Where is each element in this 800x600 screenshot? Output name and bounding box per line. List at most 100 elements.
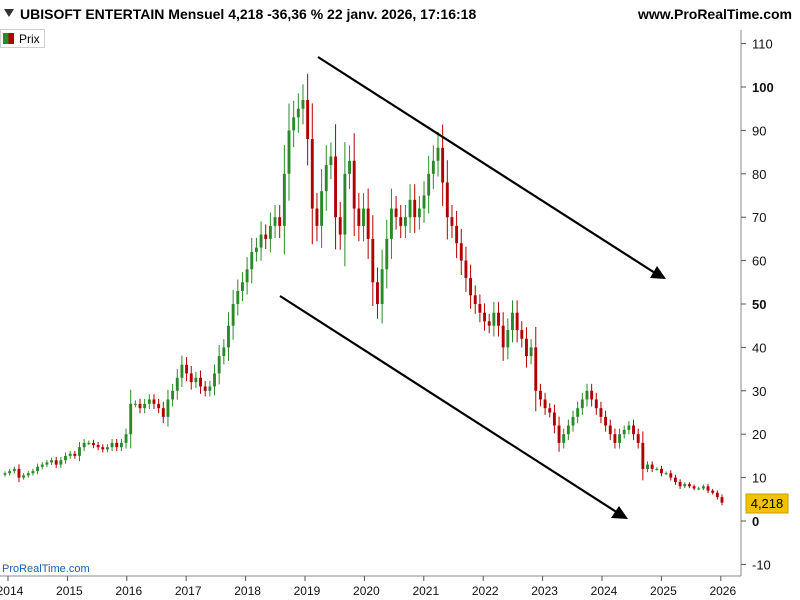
x-tick-label: 2021 — [412, 584, 439, 598]
candle-body — [175, 377, 179, 391]
candle — [68, 450, 72, 459]
candle — [585, 383, 589, 407]
candle-body — [543, 399, 547, 409]
candle-body — [720, 497, 724, 503]
candle-body — [497, 312, 500, 326]
candle — [538, 383, 542, 407]
x-tick-label: 2014 — [0, 584, 24, 598]
candle-body — [715, 492, 719, 498]
last-price-box: 4,218 — [745, 493, 789, 514]
y-tick-label: 30 — [752, 384, 766, 399]
candle-body — [296, 108, 300, 118]
candle — [250, 237, 254, 284]
candle-body — [96, 445, 100, 448]
x-tick-label: 2015 — [56, 584, 83, 598]
candle — [445, 160, 449, 240]
y-tick-label: 110 — [752, 37, 773, 52]
candle-body — [562, 434, 566, 443]
series-legend[interactable]: Prix — [0, 29, 45, 48]
candle-body — [250, 251, 254, 270]
candle — [320, 169, 324, 248]
candle-body — [73, 453, 77, 456]
x-tick-label: 2016 — [115, 584, 142, 598]
candle-body — [171, 390, 175, 400]
candle — [525, 327, 528, 368]
chart-header: UBISOFT ENTERTAIN Mensuel 4,218 -36,36 %… — [0, 0, 800, 28]
candle — [334, 124, 338, 250]
candle — [119, 439, 123, 452]
candle — [678, 479, 682, 489]
candle-body — [22, 475, 26, 478]
candle — [208, 380, 212, 397]
candle — [636, 428, 640, 449]
candle — [17, 464, 21, 483]
y-tick-label: 70 — [752, 210, 766, 225]
candle-body — [585, 390, 589, 400]
candle — [343, 142, 347, 267]
candle-body — [711, 490, 715, 493]
candle-body — [552, 412, 556, 426]
candle — [613, 428, 617, 449]
candle — [389, 188, 393, 259]
candle-body — [185, 364, 189, 374]
candle — [73, 450, 77, 459]
y-tick-label: 60 — [752, 254, 766, 269]
candle-body — [143, 403, 147, 409]
candle — [264, 224, 268, 250]
candle — [566, 419, 570, 441]
last-price-label: 4,218 — [751, 496, 784, 511]
collapse-triangle-icon[interactable] — [4, 9, 14, 17]
candle-body — [119, 442, 123, 448]
candle — [371, 215, 375, 306]
candle-body — [538, 390, 542, 400]
candle-body — [618, 434, 622, 443]
candle — [552, 404, 556, 434]
candle-body — [664, 473, 668, 475]
candle-body — [245, 269, 249, 283]
candle — [26, 471, 30, 478]
candle-body — [199, 377, 202, 387]
candle-body — [357, 208, 361, 226]
candle-body — [166, 399, 170, 417]
x-tick-label: 2017 — [175, 584, 202, 598]
site-url[interactable]: www.ProRealTime.com — [637, 6, 792, 22]
candle — [362, 193, 365, 242]
candle-body — [469, 277, 473, 296]
candle-body — [687, 484, 691, 487]
candle — [455, 210, 459, 259]
candle — [45, 459, 49, 468]
candle-body — [450, 217, 454, 226]
y-tick-label: 90 — [752, 123, 766, 138]
candle — [301, 84, 305, 125]
candle — [180, 355, 184, 388]
candle-body — [231, 304, 235, 326]
candle — [399, 205, 403, 239]
y-tick-label: 20 — [752, 427, 766, 442]
candle-body — [445, 182, 449, 218]
candle — [306, 73, 310, 166]
candle-body — [92, 442, 95, 446]
candle — [646, 461, 649, 473]
candle — [254, 237, 258, 262]
candle-body — [683, 484, 687, 487]
candle — [54, 456, 58, 468]
candle-body — [180, 364, 184, 378]
candle-body — [129, 403, 133, 435]
y-tick-label: 100 — [752, 80, 774, 95]
candle-body — [12, 468, 16, 472]
candle-body — [422, 195, 426, 209]
candle — [557, 416, 561, 452]
candle-body — [548, 408, 552, 413]
candle — [12, 466, 16, 474]
candle — [329, 142, 333, 180]
candle — [669, 470, 673, 481]
candle — [622, 425, 626, 439]
candle-body — [273, 217, 277, 226]
chart-title: UBISOFT ENTERTAIN Mensuel 4,218 -36,36 %… — [20, 6, 477, 22]
candle-body — [50, 460, 54, 463]
candle — [562, 428, 566, 449]
candle-body — [254, 247, 258, 252]
candle — [82, 439, 86, 452]
candle-body — [520, 330, 524, 339]
